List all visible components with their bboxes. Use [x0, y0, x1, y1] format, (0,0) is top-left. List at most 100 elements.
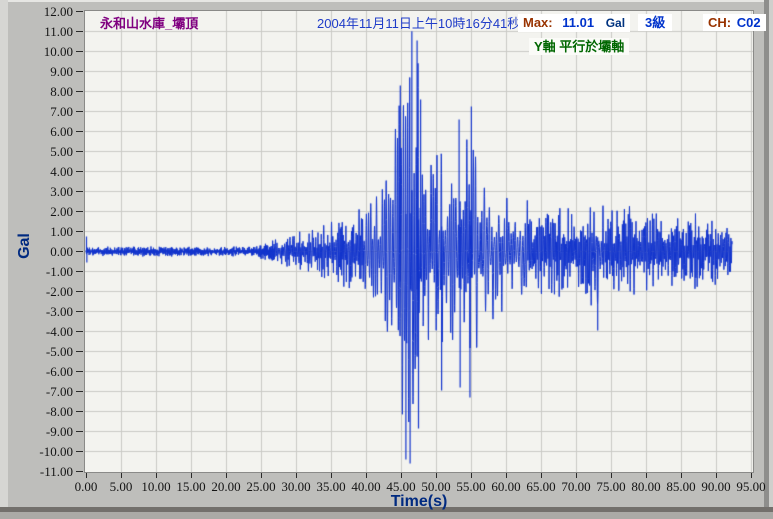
x-tick-mark [751, 473, 752, 478]
y-tick-label: 5.00 [50, 144, 73, 159]
y-tick-label: -8.00 [45, 404, 73, 419]
x-tick-mark [541, 473, 542, 478]
y-tick-label: -6.00 [45, 364, 73, 379]
y-tick-mark [76, 351, 83, 352]
max-label: Max: [523, 15, 553, 30]
y-tick-mark [76, 71, 83, 72]
record-datetime: 2004年11月11日上午10時16分41秒 [317, 16, 521, 31]
x-tick-mark [611, 473, 612, 478]
x-tick-label: 95.00 [736, 479, 766, 494]
x-tick-mark [331, 473, 332, 478]
y-tick-label: -1.00 [45, 264, 73, 279]
max-unit: Gal [605, 16, 626, 30]
y-axis-title: Gal [16, 233, 33, 259]
x-tick-label: 80.00 [631, 479, 661, 494]
x-tick-label: 10.00 [141, 479, 171, 494]
y-tick-label: 0.00 [50, 244, 73, 259]
x-tick-label: 75.00 [596, 479, 626, 494]
x-tick-mark [506, 473, 507, 478]
x-tick-mark [716, 473, 717, 478]
x-tick-mark [296, 473, 297, 478]
x-tick-label: 20.00 [211, 479, 241, 494]
y-tick-label: 12.00 [43, 4, 73, 19]
panel-bevel-right-edge [769, 0, 773, 519]
y-tick-label: 11.00 [44, 24, 73, 39]
x-tick-mark [576, 473, 577, 478]
y-tick-label: 1.00 [50, 224, 73, 239]
y-tick-mark [76, 471, 83, 472]
x-tick-label: 85.00 [666, 479, 696, 494]
y-tick-mark [76, 451, 83, 452]
waveform-canvas [85, 11, 753, 472]
y-tick-mark [76, 111, 83, 112]
channel-readout: CH: C02 [703, 14, 766, 31]
x-tick-label: 30.00 [281, 479, 311, 494]
y-tick-label: 9.00 [50, 64, 73, 79]
x-axis-title: Time(s) [390, 493, 448, 510]
x-tick-mark [261, 473, 262, 478]
y-tick-label: 6.00 [50, 124, 73, 139]
y-tick-label: -7.00 [45, 384, 73, 399]
x-tick-label: 90.00 [701, 479, 731, 494]
x-tick-label: 5.00 [109, 479, 133, 494]
y-tick-mark [76, 391, 83, 392]
x-tick-label: 0.00 [74, 479, 98, 494]
y-tick-mark [76, 51, 83, 52]
y-tick-label: -9.00 [45, 424, 73, 439]
y-tick-label: -10.00 [39, 444, 73, 459]
axis-orientation-note: Y軸 平行於壩軸 [529, 38, 630, 55]
y-tick-mark [76, 11, 83, 12]
y-tick-mark [76, 31, 83, 32]
y-tick-label: 7.00 [50, 104, 73, 119]
panel-bevel-left [0, 0, 8, 519]
x-tick-label: 65.00 [526, 479, 556, 494]
x-tick-mark [681, 473, 682, 478]
x-tick-label: 35.00 [316, 479, 346, 494]
x-tick-mark [471, 473, 472, 478]
x-tick-label: 25.00 [246, 479, 276, 494]
y-tick-mark [76, 91, 83, 92]
y-tick-mark [76, 411, 83, 412]
x-tick-mark [366, 473, 367, 478]
station-title: 永和山水庫_壩頂 [100, 16, 199, 31]
x-tick-label: 40.00 [351, 479, 381, 494]
y-tick-mark [76, 311, 83, 312]
y-tick-label: -4.00 [45, 324, 73, 339]
y-tick-label: 10.00 [43, 44, 73, 59]
x-tick-label: 15.00 [176, 479, 206, 494]
x-tick-mark [121, 473, 122, 478]
y-tick-mark [76, 251, 83, 252]
y-tick-mark [76, 151, 83, 152]
x-tick-mark [646, 473, 647, 478]
x-tick-label: 55.00 [456, 479, 486, 494]
y-tick-label: -3.00 [45, 304, 73, 319]
max-readout: Max: 11.01 Gal [518, 14, 631, 32]
plot-area: 永和山水庫_壩頂 2004年11月11日上午10時16分41秒 Max: 11.… [84, 10, 766, 473]
x-tick-mark [191, 473, 192, 478]
x-tick-mark [156, 473, 157, 478]
y-tick-label: -2.00 [45, 284, 73, 299]
x-tick-label: 45.00 [386, 479, 416, 494]
channel-label: CH: [708, 15, 732, 30]
panel-bevel-right-shadow [764, 0, 769, 519]
x-tick-mark [226, 473, 227, 478]
y-tick-label: -11.00 [39, 464, 73, 479]
panel-bevel-bottom-edge [0, 512, 773, 519]
intensity-badge: 3級 [638, 14, 673, 31]
y-tick-mark [76, 171, 83, 172]
x-tick-mark [401, 473, 402, 478]
x-tick-label: 70.00 [561, 479, 591, 494]
y-tick-mark [76, 291, 83, 292]
y-tick-mark [76, 431, 83, 432]
max-value: 11.01 [562, 15, 595, 30]
y-tick-mark [76, 371, 83, 372]
x-tick-mark [436, 473, 437, 478]
panel-bevel-bottom-shadow [0, 507, 773, 512]
y-tick-mark [76, 191, 83, 192]
y-tick-label: 3.00 [50, 184, 73, 199]
x-tick-label: 50.00 [421, 479, 451, 494]
y-tick-mark [76, 131, 83, 132]
panel-bevel-top [0, 0, 773, 2]
y-tick-mark [76, 231, 83, 232]
